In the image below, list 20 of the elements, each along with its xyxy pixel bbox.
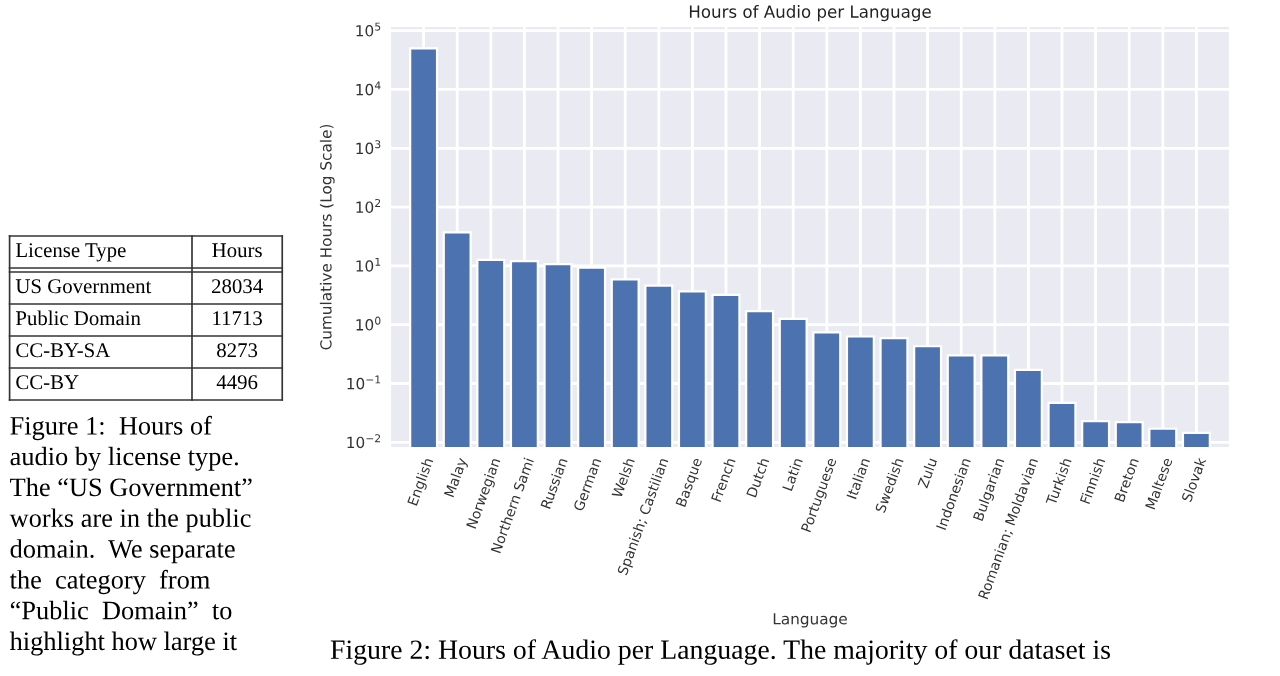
text: US Government bbox=[15, 279, 152, 294]
text: CC-BY bbox=[16, 375, 79, 390]
text: The “US Government” bbox=[10, 477, 252, 497]
text: 4496 bbox=[216, 375, 258, 390]
text: 11713 bbox=[213, 311, 262, 326]
text: 28034 bbox=[211, 279, 263, 294]
text: Hours bbox=[212, 243, 262, 258]
caption: Figure 2: Hours of Audio per Language. The majority of our dataset is bbox=[330, 639, 1110, 665]
text: works are in the public bbox=[9, 508, 251, 533]
text: “Public Domain” to bbox=[10, 600, 232, 620]
text: License Type bbox=[15, 243, 126, 262]
text: CC-BY-SA bbox=[16, 343, 111, 358]
text: highlight how large it bbox=[9, 631, 237, 656]
chart-title: Hours of Audio per Language bbox=[689, 5, 931, 22]
text: domain. We separate bbox=[10, 539, 235, 564]
text: audio by license type. bbox=[10, 446, 238, 471]
text: the category from bbox=[9, 569, 210, 595]
caption: Figure 1: Hours of bbox=[10, 415, 212, 441]
text: 8273 bbox=[217, 343, 258, 358]
text: Public Domain bbox=[15, 310, 141, 326]
